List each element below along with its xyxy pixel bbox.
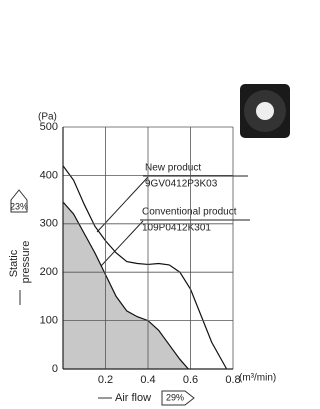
y-improvement-label: 23% xyxy=(10,201,28,211)
series-name: New product xyxy=(145,163,201,174)
y-axis-title-line: Static xyxy=(8,249,20,277)
x-improvement: 29% xyxy=(162,391,194,405)
y-tick-label: 500 xyxy=(40,121,58,133)
y-tick-label: 400 xyxy=(40,169,58,181)
chart: (Pa) (m³/min) 23% Static pressure Air fl… xyxy=(0,0,295,409)
x-tick-label: 0.4 xyxy=(140,374,155,386)
y-tick-label: 0 xyxy=(52,363,58,375)
y-tick-label: 200 xyxy=(40,266,58,278)
y-axis-title: Static pressure xyxy=(8,241,32,284)
x-tick-label: 0.8 xyxy=(225,374,240,386)
series-model: 109P0412K301 xyxy=(142,223,211,234)
y-axis-title-line: pressure xyxy=(20,241,32,284)
y-improvement: 23% xyxy=(10,190,28,212)
x-axis-title: Air flow xyxy=(115,392,151,404)
x-unit: (m³/min) xyxy=(239,373,276,384)
series-name: Conventional product xyxy=(142,207,237,218)
fan-photo xyxy=(240,84,290,138)
x-improvement-label: 29% xyxy=(166,392,184,402)
y-tick-label: 300 xyxy=(40,218,58,230)
series-model: 9GV0412P3K03 xyxy=(145,179,218,190)
x-tick-label: 0.2 xyxy=(98,374,113,386)
x-tick-label: 0.6 xyxy=(183,374,198,386)
y-tick-label: 100 xyxy=(40,315,58,327)
